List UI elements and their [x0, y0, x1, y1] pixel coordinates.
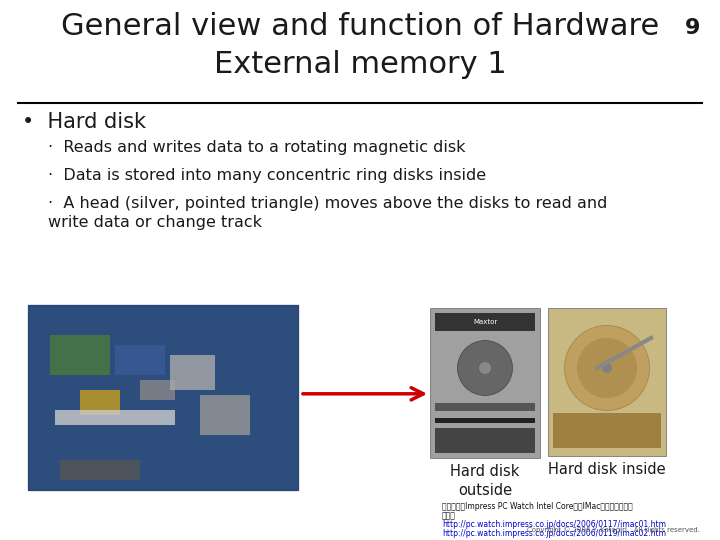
Bar — [553, 413, 661, 448]
Text: Hard disk
outside: Hard disk outside — [450, 464, 520, 497]
Bar — [435, 418, 535, 423]
Text: 9: 9 — [685, 18, 700, 38]
Bar — [548, 308, 666, 456]
Bar — [430, 308, 540, 458]
Ellipse shape — [457, 341, 513, 395]
Text: ·  Reads and writes data to a rotating magnetic disk: · Reads and writes data to a rotating ma… — [48, 140, 466, 155]
Text: Maxtor: Maxtor — [473, 319, 497, 325]
Text: Hard disk inside: Hard disk inside — [548, 462, 666, 477]
Bar — [435, 403, 535, 411]
Bar — [50, 335, 110, 375]
Text: Copyright © 2006 Y. Katagiri.  All rights reserved.: Copyright © 2006 Y. Katagiri. All rights… — [527, 526, 700, 533]
Ellipse shape — [602, 363, 612, 373]
Bar — [55, 410, 175, 425]
Bar — [115, 345, 165, 375]
Text: ポート: ポート — [442, 511, 456, 520]
Text: External memory 1: External memory 1 — [214, 50, 506, 79]
Bar — [200, 395, 250, 435]
Ellipse shape — [577, 338, 637, 398]
Text: •  Hard disk: • Hard disk — [22, 112, 146, 132]
Bar — [28, 305, 298, 490]
Text: ·  Data is stored into many concentric ring disks inside: · Data is stored into many concentric ri… — [48, 168, 486, 183]
Bar — [170, 355, 215, 390]
Text: http://pc.watch.impress.co.jp/docs/2006/0117/imac01.htm: http://pc.watch.impress.co.jp/docs/2006/… — [442, 520, 666, 529]
Bar — [80, 390, 120, 415]
Bar — [140, 380, 175, 400]
Bar — [435, 428, 535, 453]
Ellipse shape — [479, 362, 491, 374]
Text: General view and function of Hardware: General view and function of Hardware — [61, 12, 659, 41]
Text: http://pc.watch.impress.co.jp/docs/2006/0119/imac02.htm: http://pc.watch.impress.co.jp/docs/2006/… — [442, 529, 666, 538]
Text: ·  A head (silver, pointed triangle) moves above the disks to read and
write dat: · A head (silver, pointed triangle) move… — [48, 196, 608, 230]
Bar — [435, 313, 535, 331]
Ellipse shape — [564, 326, 649, 410]
Bar — [60, 460, 140, 480]
Text: 画像出典：Impress PC Watch Intel Core涐搭IMacハードウェアレ: 画像出典：Impress PC Watch Intel Core涐搭IMacハー… — [442, 502, 633, 511]
